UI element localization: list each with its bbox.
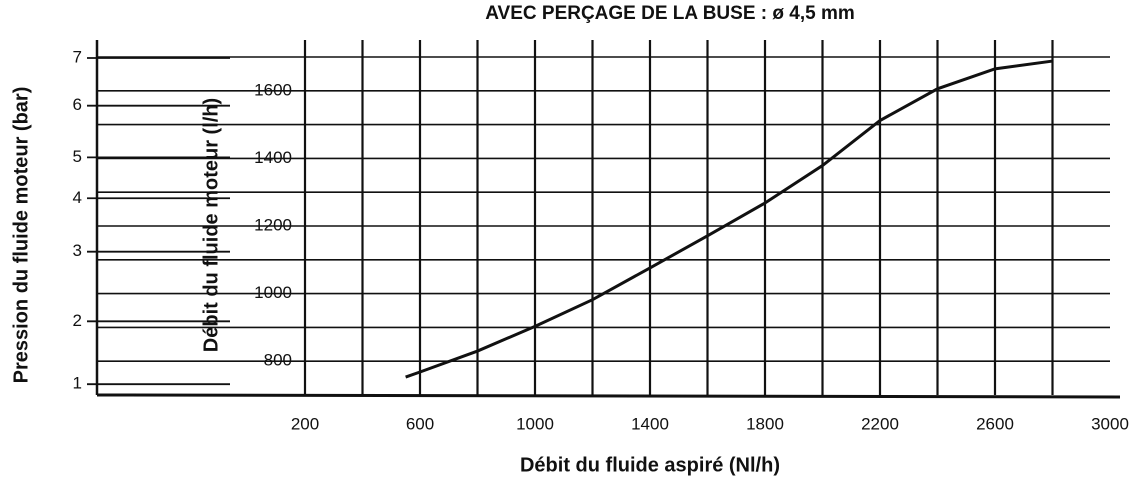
data-line xyxy=(405,59,1053,379)
y2-tick-label: 4 xyxy=(73,188,82,207)
y2-tick-label: 1 xyxy=(73,374,82,393)
y2-tick-label: 6 xyxy=(73,95,82,114)
y-tick-label: 800 xyxy=(264,351,292,370)
chart-title: AVEC PERÇAGE DE LA BUSE : ø 4,5 mm xyxy=(485,3,855,24)
y2-tick-label: 2 xyxy=(73,311,82,330)
x-tick-label: 200 xyxy=(291,414,319,433)
x-tick-label: 1400 xyxy=(631,414,669,433)
x-tick-label: 1000 xyxy=(516,414,554,433)
y2-tick-label: 5 xyxy=(73,147,82,166)
y2-tick-label: 3 xyxy=(73,241,82,260)
x-tick-label: 2600 xyxy=(976,414,1014,433)
y-tick-label: 1600 xyxy=(254,80,292,99)
y-axis-label: Débit du fluide moteur (l/h) xyxy=(200,98,222,352)
x-tick-label: 2200 xyxy=(861,414,899,433)
x-axis-line xyxy=(96,393,1121,399)
y2-tick-label: 7 xyxy=(73,47,82,66)
x-axis-label: Débit du fluide aspiré (Nl/h) xyxy=(520,454,780,476)
y-tick-label: 1000 xyxy=(254,283,292,302)
y-tick-label: 1400 xyxy=(254,148,292,167)
y-tick-label: 1200 xyxy=(254,215,292,234)
x-tick-label: 1800 xyxy=(746,414,784,433)
y2-axis-label: Pression du fluide moteur (bar) xyxy=(10,87,32,384)
x-tick-label: 600 xyxy=(406,414,434,433)
x-tick-label: 3000 xyxy=(1091,414,1129,433)
